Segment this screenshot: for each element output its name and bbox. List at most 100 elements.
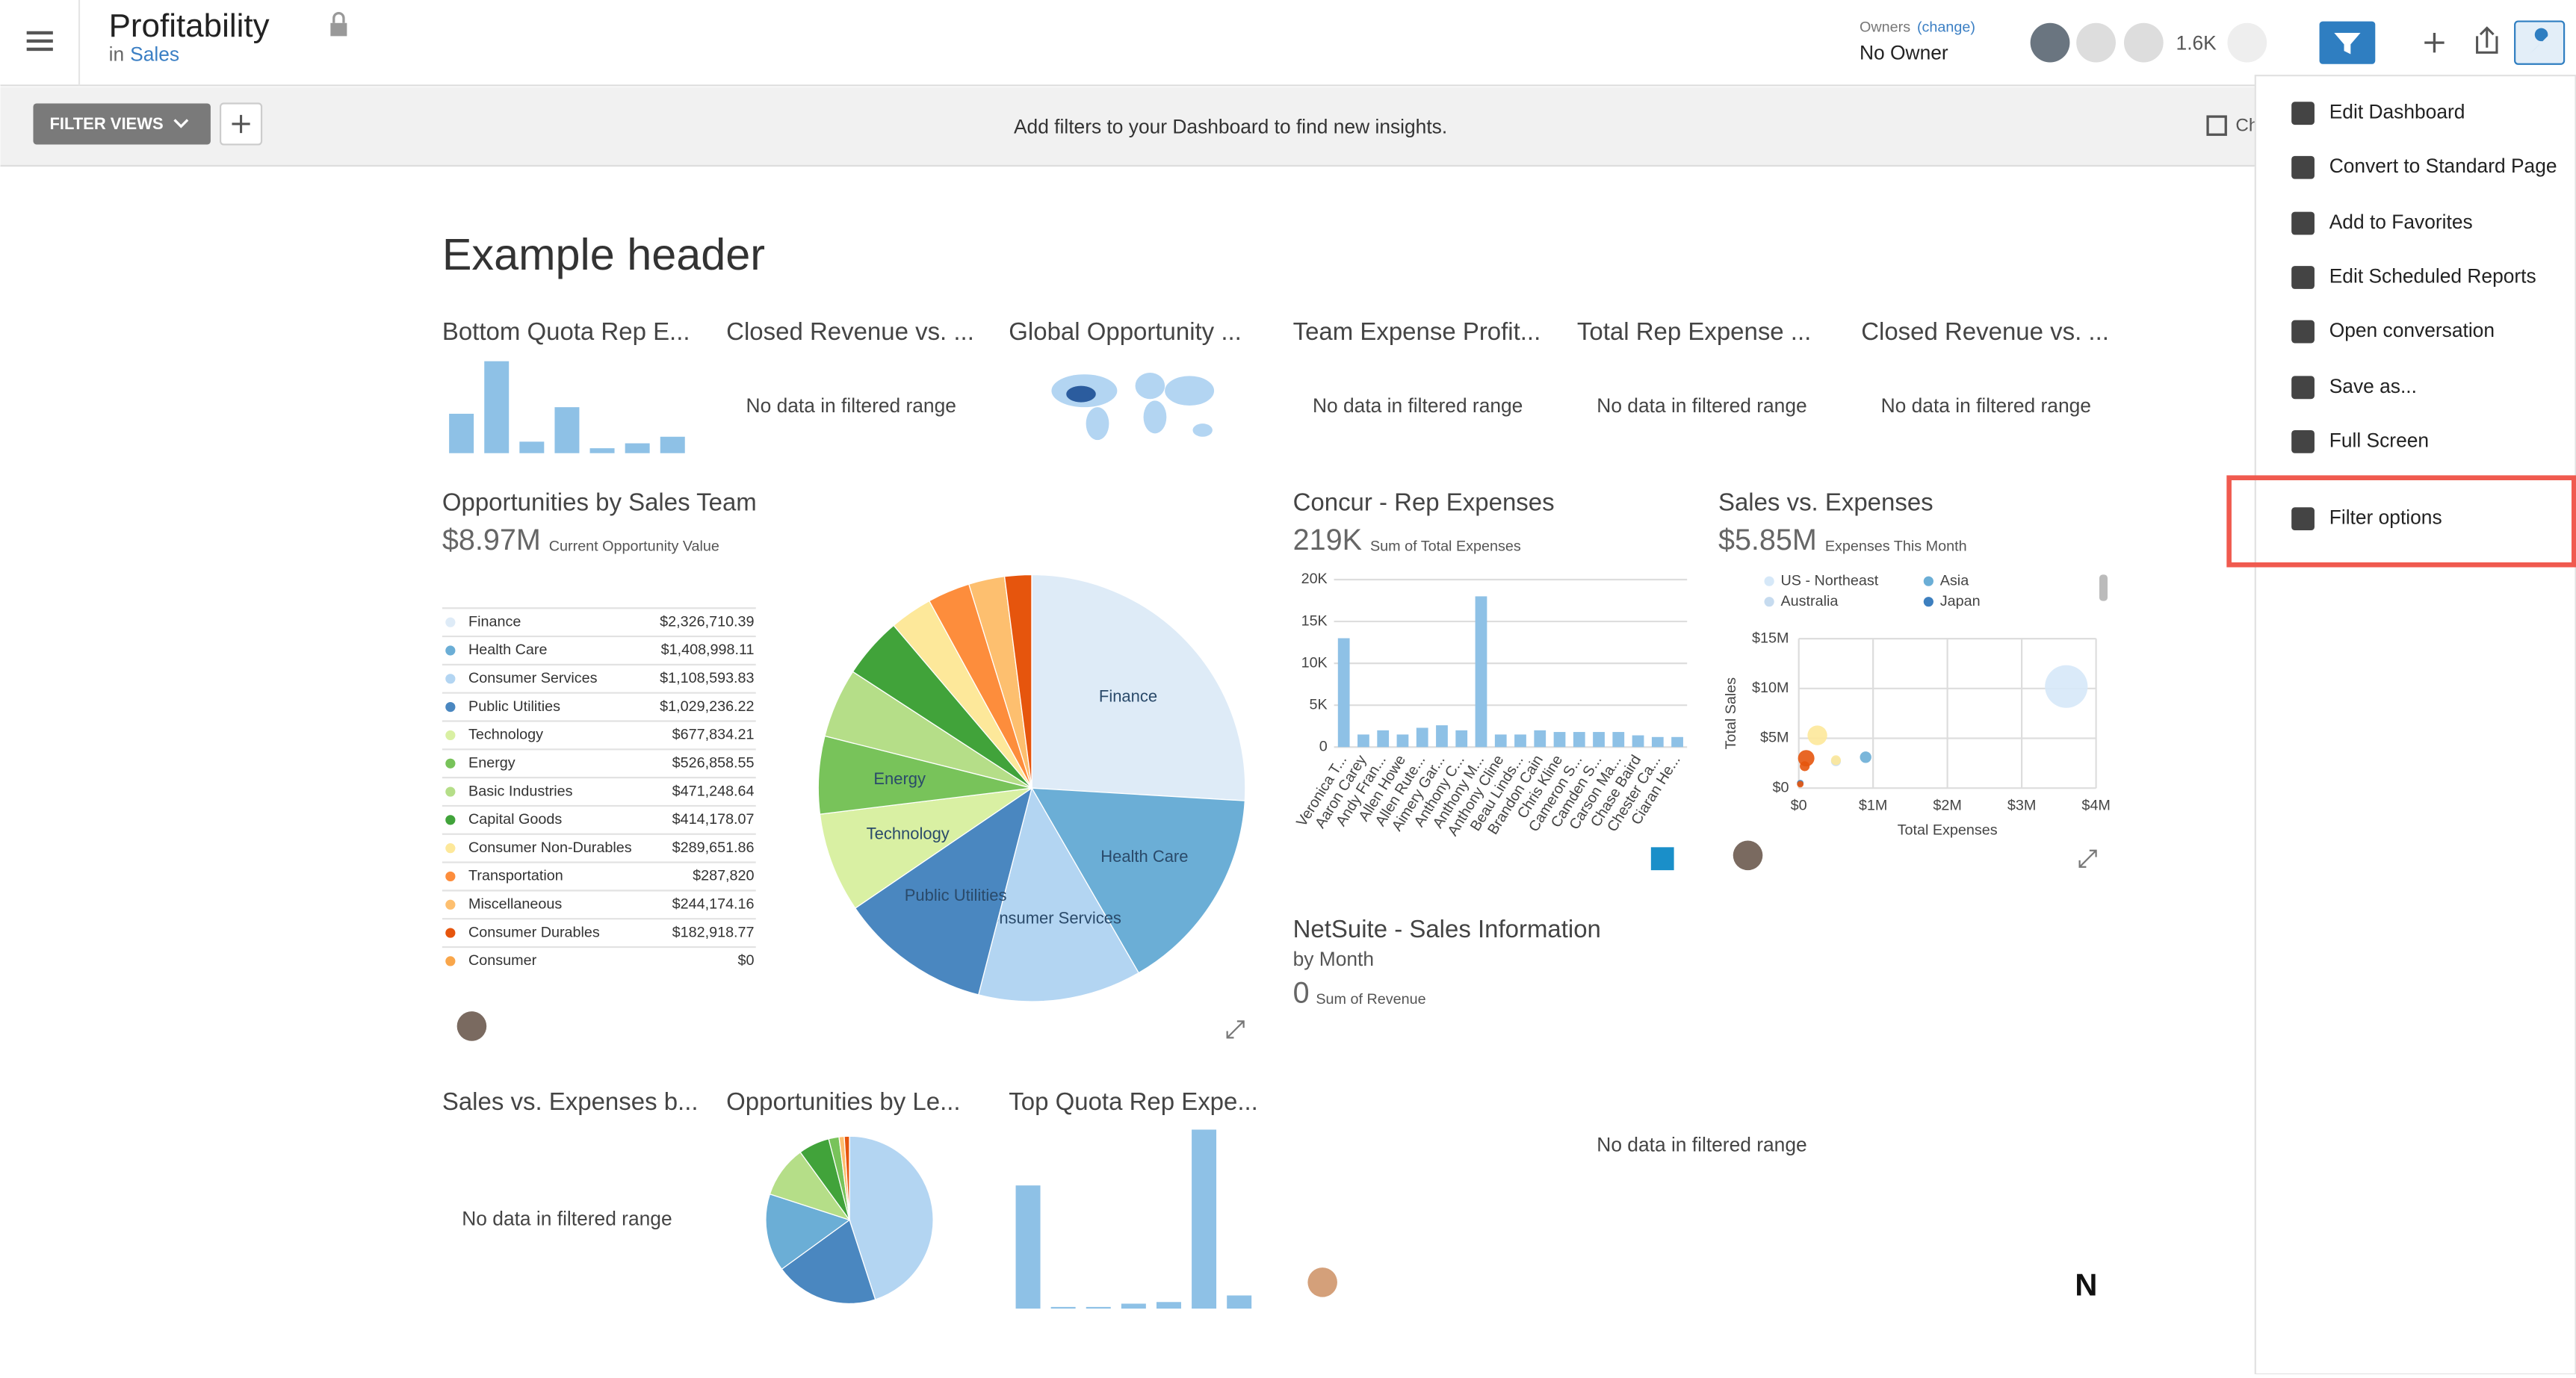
bubble (2045, 665, 2088, 708)
bar (554, 407, 580, 453)
tile-title[interactable]: Sales vs. Expenses b... (442, 1087, 699, 1115)
settings-button[interactable] (2514, 20, 2566, 65)
pie-slice (843, 1135, 850, 1220)
bar (484, 361, 510, 453)
actions-menu (2254, 75, 2576, 1376)
legend-value: $2,326,710.39 (660, 613, 754, 630)
tile-title[interactable]: Team Expense Profit... (1293, 317, 1541, 345)
legend-swatch (445, 786, 456, 797)
add-button[interactable] (2424, 32, 2445, 53)
slice-label: Finance (1099, 686, 1157, 705)
legend-value: $526,858.55 (672, 754, 755, 771)
legend-swatch (445, 899, 456, 910)
y-tick-label: $5M (1760, 730, 1789, 746)
expand-icon[interactable] (1226, 1020, 1245, 1039)
location-link[interactable]: Sales (130, 43, 179, 66)
legend-swatch (445, 730, 456, 741)
tile-title[interactable]: Opportunities by Sales Team (442, 488, 757, 516)
avatar (456, 1011, 487, 1041)
avatar[interactable] (2030, 22, 2070, 63)
legend-swatch (445, 928, 456, 938)
tile-title[interactable]: Opportunities by Le... (726, 1087, 960, 1115)
bubble (1800, 761, 1810, 772)
bar (1475, 596, 1487, 748)
avatar (1733, 840, 1763, 871)
menu-item[interactable]: Edit Scheduled Reports (2329, 264, 2536, 287)
legend-swatch (445, 674, 456, 684)
bar (1671, 736, 1683, 748)
tile-title[interactable]: Global Opportunity ... (1009, 317, 1242, 345)
wrench-icon (2529, 28, 2548, 55)
owners-change[interactable]: (change) (1917, 19, 1975, 36)
tile-title[interactable]: Sales vs. Expenses (1718, 488, 1933, 516)
bar (1514, 734, 1526, 748)
metric-label: Expenses This Month (1825, 538, 1967, 554)
x-tick-label: $2M (1933, 798, 1961, 814)
menu-icon (2291, 266, 2315, 289)
bar (1396, 734, 1409, 748)
page-title: Profitability (109, 7, 270, 44)
bar (1534, 730, 1546, 748)
legend-value: $471,248.64 (672, 783, 755, 799)
legend-value: $1,408,998.11 (661, 642, 755, 658)
tile-subtitle: by Month (1293, 948, 1374, 970)
legend-value: $287,820 (693, 868, 754, 884)
menu-item[interactable]: Convert to Standard Page (2329, 155, 2557, 177)
slice-label: Technology (867, 824, 950, 842)
menu-icon (2291, 320, 2315, 344)
avatar[interactable] (2076, 22, 2116, 63)
filter-views-button[interactable] (33, 103, 211, 145)
menu-icon (2291, 102, 2315, 125)
legend-label[interactable]: US - Northeast (1780, 572, 1878, 589)
bar (1121, 1303, 1146, 1309)
slice-label: Public Utilities (905, 886, 1007, 904)
menu-item[interactable]: Edit Dashboard (2329, 101, 2465, 123)
menu-item[interactable]: Open conversation (2329, 319, 2495, 341)
add-follower[interactable] (2227, 22, 2267, 63)
bar (1416, 727, 1428, 748)
share-button[interactable] (2476, 26, 2498, 54)
bar (625, 443, 650, 453)
empty-message: No data in filtered range (1881, 394, 2091, 417)
legend-swatch (1923, 597, 1933, 607)
legend-label[interactable]: Asia (1940, 572, 1969, 589)
slice-label: Consumer Services (978, 909, 1121, 928)
metric: 219K (1293, 524, 1362, 556)
tile-title[interactable]: Concur - Rep Expenses (1293, 488, 1555, 516)
legend-label: Health Care (468, 642, 547, 658)
menu-item[interactable]: Add to Favorites (2329, 211, 2473, 233)
y-tick-label: 15K (1301, 612, 1328, 629)
tile-title[interactable]: Bottom Quota Rep E... (442, 317, 690, 345)
owners-label: Owners (1860, 19, 1910, 36)
empty-message: No data in filtered range (1597, 394, 1806, 417)
legend-value: $1,029,236.22 (660, 698, 754, 715)
legend-value: $182,918.77 (672, 924, 755, 940)
legend-value: $414,178.07 (672, 811, 755, 828)
tile-title[interactable]: Total Rep Expense ... (1577, 317, 1811, 345)
menu-item[interactable]: Filter options (2329, 506, 2442, 529)
bar (1086, 1306, 1111, 1309)
menu-item[interactable]: Full Screen (2329, 429, 2429, 451)
follower-count: 1.6K (2176, 31, 2217, 54)
tile-title[interactable]: Closed Revenue vs. ... (726, 317, 974, 345)
pie-slice (765, 1193, 851, 1270)
avatar[interactable] (2123, 22, 2164, 63)
empty-message: No data in filtered range (1313, 394, 1523, 417)
location-prefix: in (109, 43, 125, 66)
bar (1651, 736, 1664, 748)
bar (1455, 730, 1468, 748)
expand-icon[interactable] (2078, 849, 2097, 868)
legend-swatch (445, 758, 456, 769)
menu-item[interactable]: Save as... (2329, 375, 2417, 397)
menu-icon (2291, 376, 2315, 400)
y-tick-label: 5K (1310, 696, 1328, 713)
legend-swatch (1923, 576, 1933, 586)
legend-label[interactable]: Australia (1780, 593, 1838, 609)
legend-label[interactable]: Japan (1940, 593, 1981, 609)
hamburger[interactable] (26, 31, 53, 52)
tile-title[interactable]: Top Quota Rep Expe... (1009, 1087, 1258, 1115)
legend-value: $244,174.16 (672, 896, 755, 912)
tile-title[interactable]: Closed Revenue vs. ... (1861, 317, 2109, 345)
pie-slice (849, 1135, 934, 1300)
